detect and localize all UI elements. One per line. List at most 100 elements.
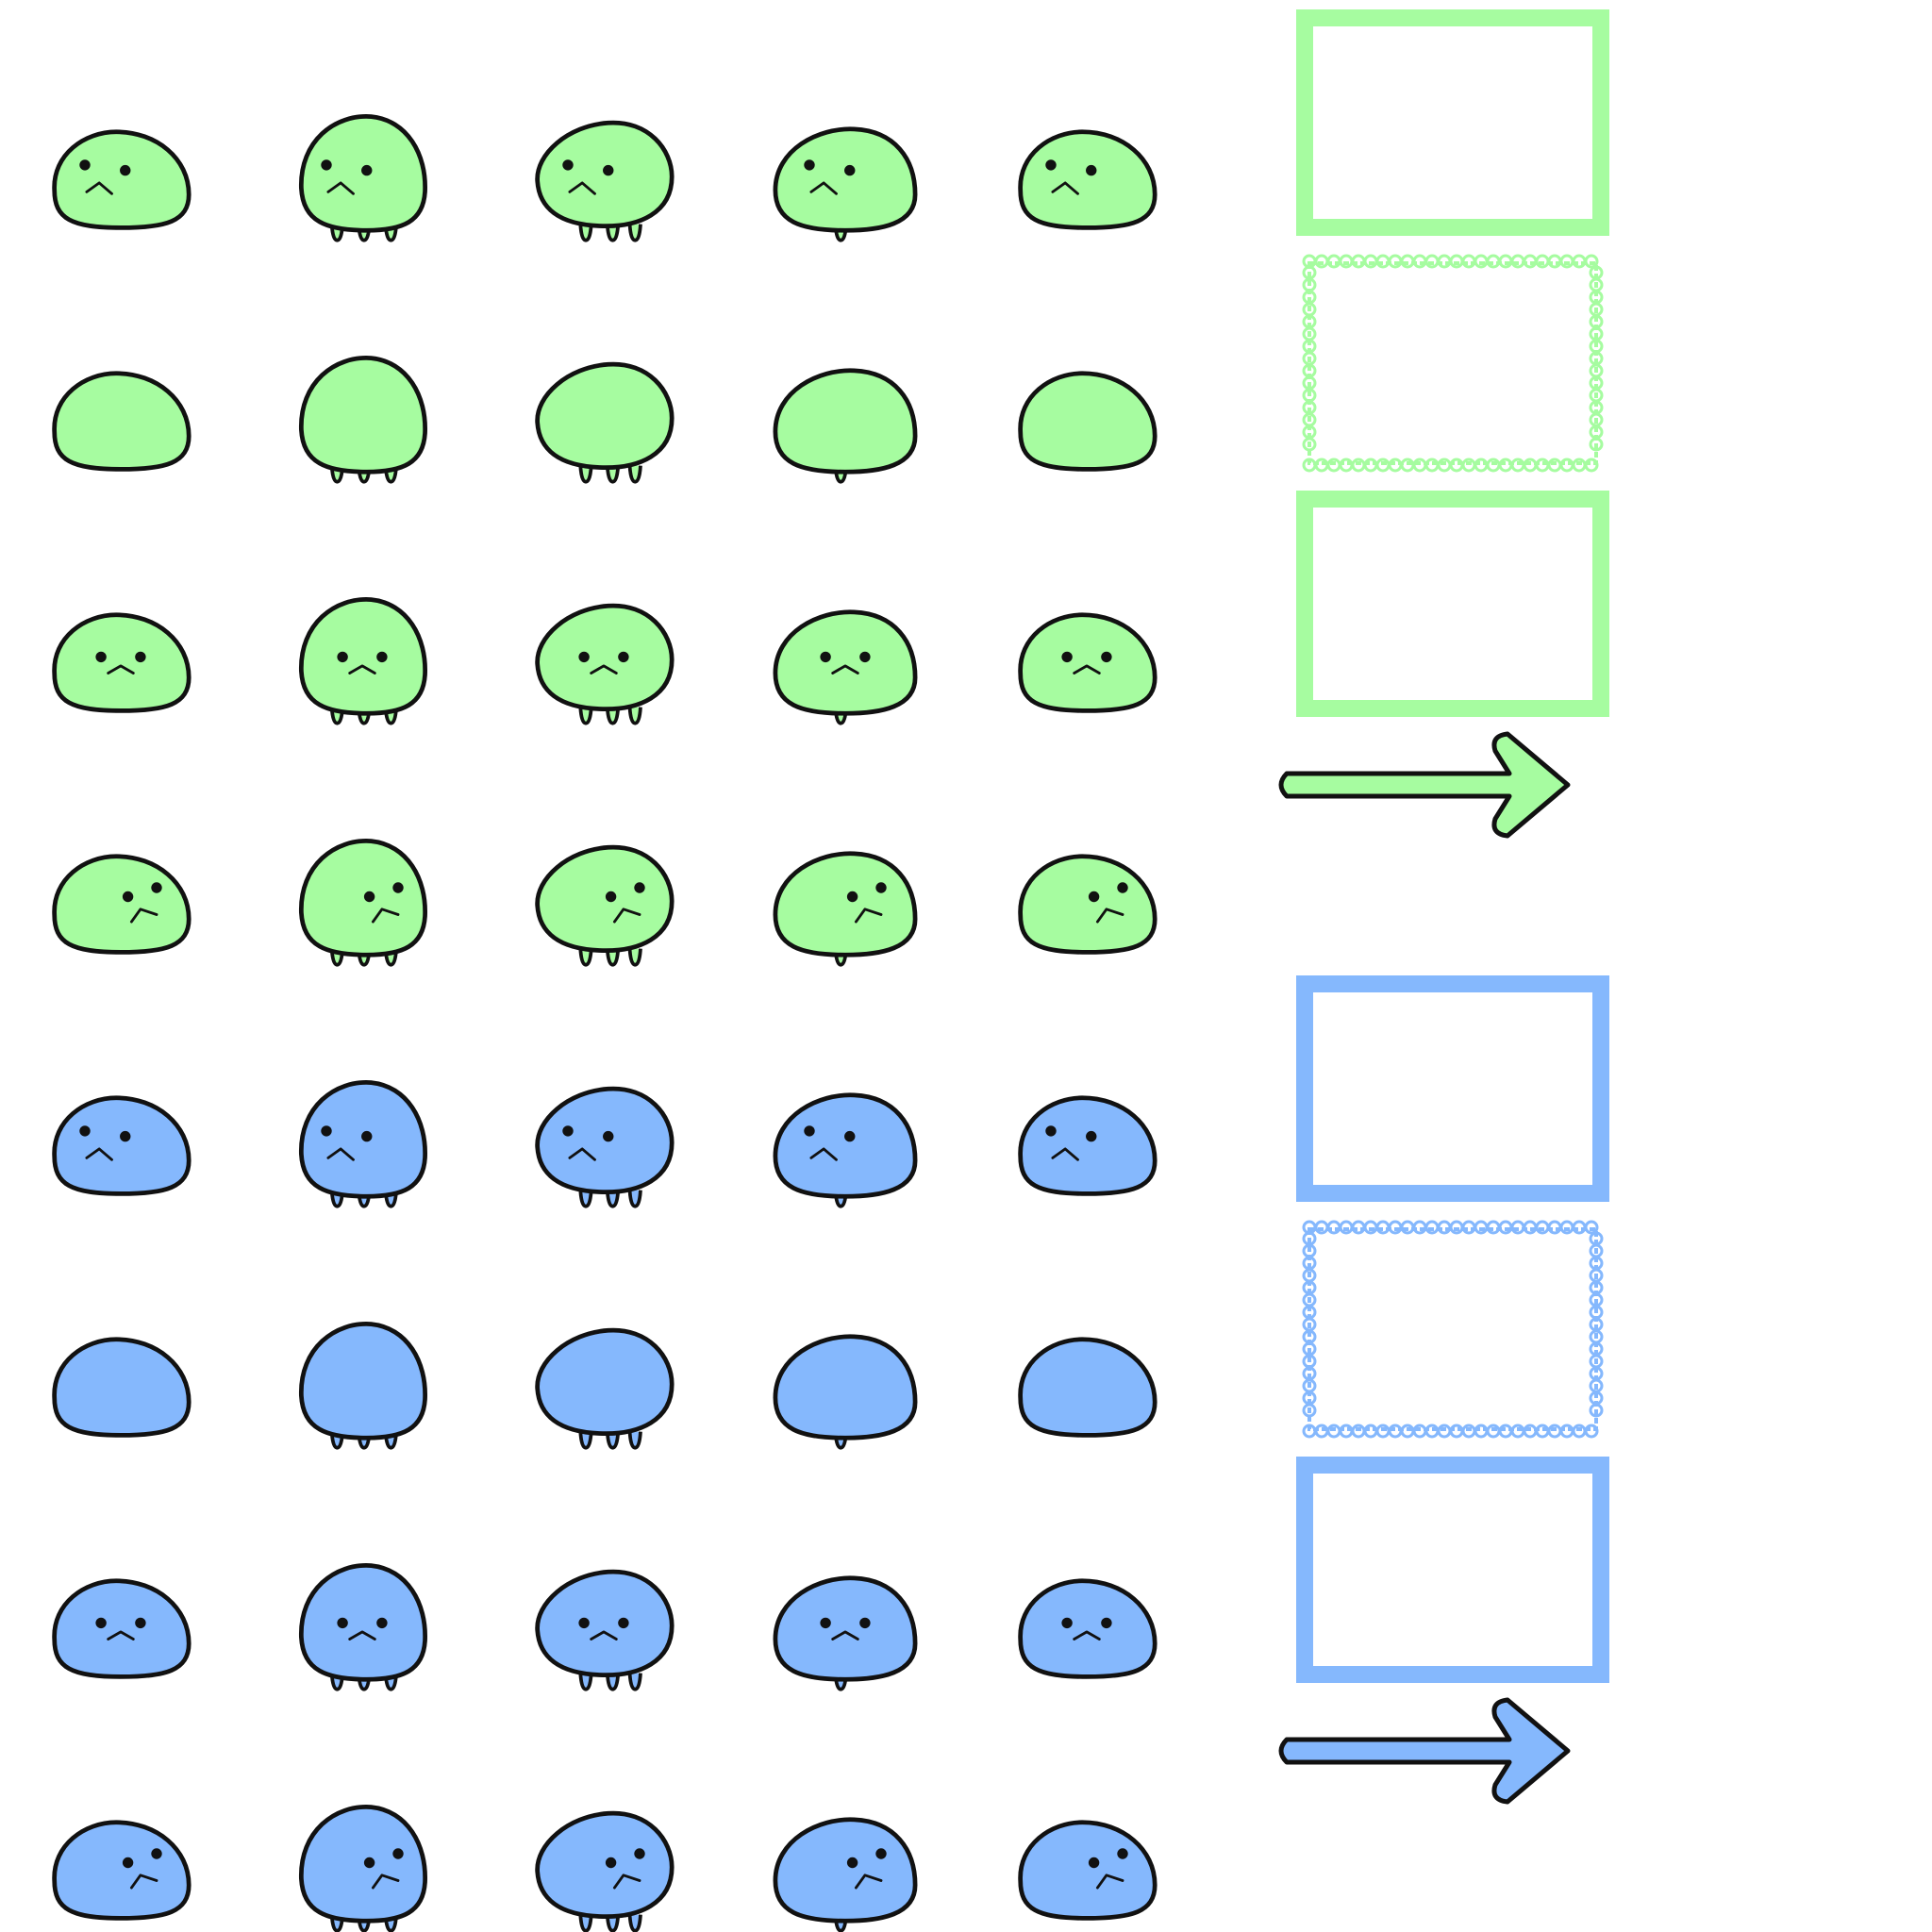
slime-body [301,841,425,955]
eye-right [859,651,871,663]
slime-body [538,1089,673,1192]
slime-body [775,1820,915,1921]
slime-drip [578,224,593,242]
slime-sprite-green-none [538,364,673,484]
mouth [568,181,596,195]
slime-sprite-blue-content [55,1581,190,1677]
eye-left [1061,1617,1073,1629]
mouth [85,181,113,195]
slime-sprite-blue-sad [1021,1098,1156,1194]
eye-left [820,1617,831,1629]
frame-plain [1296,975,1609,1202]
slime-body [1021,1823,1156,1919]
slime-sprite-blue-sad [55,1098,190,1194]
slime-sprite-blue-none [55,1340,190,1436]
mouth [612,908,641,924]
slime-sprite-blue-content [1021,1581,1156,1677]
mouth [326,181,355,195]
mouth [1051,1147,1079,1161]
eye-right [875,1848,887,1859]
frame-plain [1296,9,1609,236]
mouth [129,908,158,924]
arrow-right-icon [1278,1697,1571,1805]
frame-plain [1296,1457,1609,1683]
mouth [85,1147,113,1161]
eye-right [603,1130,614,1142]
mouth [1095,908,1124,924]
eye-right [120,1130,131,1142]
eye-right [392,882,404,893]
frame-plain [1296,491,1609,717]
slime-body [301,1807,425,1921]
slime-sprite-blue-none [301,1324,425,1450]
slime-sprite-blue-none [775,1337,915,1450]
eye-right [376,1617,388,1629]
slime-body [55,615,190,711]
mouth [854,1874,883,1890]
eye-left [79,1125,91,1137]
mouth [568,1147,596,1161]
frame-lace [1302,254,1604,473]
slime-sprite-green-content [301,599,425,725]
eye-left [1045,1125,1057,1137]
slime-sprite-blue-sad [1021,1823,1156,1919]
eye-right [1117,1848,1128,1859]
slime-sprite-green-sad [301,116,425,242]
slime-drip [627,707,642,725]
slime-sprite-green-none [55,374,190,470]
slime-sprite-green-sad [301,841,425,967]
slime-body [55,1340,190,1436]
slime-body [538,1813,673,1917]
eye-right [1117,882,1128,893]
eye-left [1045,159,1057,171]
slime-drip [627,1190,642,1208]
eye-right [634,882,645,893]
eye-left [337,651,348,663]
eye-left [1061,651,1073,663]
slime-drip [578,1914,593,1932]
eye-right [859,1617,871,1629]
slime-body [775,854,915,955]
slime-sprite-green-none [1021,374,1156,470]
eye-left [562,159,574,171]
eye-right [392,1848,404,1859]
slime-sprite-green-sad [775,129,915,242]
eye-right [151,1848,162,1859]
mouth [1073,664,1101,675]
slime-sprite-green-content [775,612,915,725]
slime-body [538,847,673,951]
slime-sprite-blue-sad [55,1823,190,1919]
eye-left [605,1857,617,1869]
eye-left [846,891,858,903]
eye-left [337,1617,348,1629]
slime-body [775,129,915,230]
slime-body [775,612,915,713]
mouth [129,1874,158,1890]
eye-left [363,891,375,903]
slime-drip [627,1431,642,1450]
slime-body [1021,374,1156,470]
eye-left [578,651,590,663]
slime-body [55,1098,190,1194]
slime-body [1021,615,1156,711]
mouth [1051,181,1079,195]
mouth [854,908,883,924]
slime-sprite-green-sad [1021,857,1156,953]
slime-drip [578,948,593,967]
slime-sprite-blue-none [538,1330,673,1450]
slime-sprite-green-none [301,358,425,484]
slime-body [1021,132,1156,228]
slime-body [775,371,915,472]
eye-left [321,159,332,171]
slime-sprite-blue-content [538,1572,673,1691]
eye-right [844,164,856,176]
mouth [831,664,859,675]
slime-drip [578,707,593,725]
slime-drip [627,948,642,967]
eye-left [605,891,617,903]
slime-drip [578,465,593,484]
eye-left [846,1857,858,1869]
eye-right [618,1617,629,1629]
mouth [612,1874,641,1890]
slime-drip [627,465,642,484]
